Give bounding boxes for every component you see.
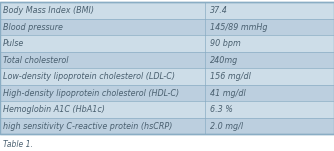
Bar xyxy=(0,101,205,118)
Text: high sensitivity C-reactive protein (hsCRP): high sensitivity C-reactive protein (hsC… xyxy=(3,122,172,131)
Text: Table 1.: Table 1. xyxy=(3,140,32,149)
Bar xyxy=(205,52,334,68)
Text: 90 bpm: 90 bpm xyxy=(210,39,241,48)
Bar xyxy=(0,35,205,52)
Text: High-density lipoprotein cholesterol (HDL-C): High-density lipoprotein cholesterol (HD… xyxy=(3,89,179,98)
Text: Pulse: Pulse xyxy=(3,39,24,48)
Bar xyxy=(0,2,334,134)
Text: 156 mg/dl: 156 mg/dl xyxy=(210,72,251,81)
Text: 41 mg/dl: 41 mg/dl xyxy=(210,89,246,98)
Bar xyxy=(0,85,205,101)
Bar xyxy=(0,19,205,35)
Text: 37.4: 37.4 xyxy=(210,6,228,15)
Bar xyxy=(0,52,205,68)
Text: 145/89 mmHg: 145/89 mmHg xyxy=(210,22,268,32)
Bar xyxy=(0,68,205,85)
Bar xyxy=(205,85,334,101)
Bar xyxy=(205,19,334,35)
Text: Body Mass Index (BMI): Body Mass Index (BMI) xyxy=(3,6,94,15)
Text: Total cholesterol: Total cholesterol xyxy=(3,56,68,65)
Text: 2.0 mg/l: 2.0 mg/l xyxy=(210,122,243,131)
Bar xyxy=(205,2,334,19)
Text: Hemoglobin A1C (HbA1c): Hemoglobin A1C (HbA1c) xyxy=(3,105,105,114)
Text: 6.3 %: 6.3 % xyxy=(210,105,233,114)
Bar xyxy=(0,2,205,19)
Text: Blood pressure: Blood pressure xyxy=(3,22,62,32)
Bar xyxy=(0,118,205,134)
Bar xyxy=(205,68,334,85)
Text: 240mg: 240mg xyxy=(210,56,239,65)
Bar xyxy=(205,101,334,118)
Bar xyxy=(205,35,334,52)
Text: Low-density lipoprotein cholesterol (LDL-C): Low-density lipoprotein cholesterol (LDL… xyxy=(3,72,175,81)
Bar xyxy=(205,118,334,134)
